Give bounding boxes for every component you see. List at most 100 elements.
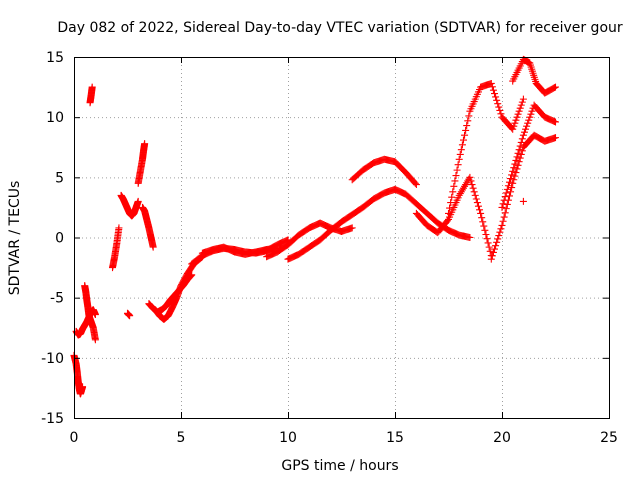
- data-point: [552, 134, 559, 142]
- data-point: [510, 164, 518, 172]
- data-point: [516, 142, 524, 150]
- data-point: [498, 203, 506, 211]
- y-axis-label: SDTVAR / TECUs: [7, 181, 23, 296]
- data-point: [466, 173, 474, 181]
- data-point: [449, 188, 457, 196]
- data-point: [493, 238, 501, 246]
- data-point: [504, 182, 512, 190]
- x-axis: 0 5 10 15 20 25: [70, 57, 618, 446]
- data-point: [497, 110, 505, 118]
- data-point: [485, 243, 493, 251]
- data-point: [493, 96, 501, 104]
- data-point: [518, 98, 526, 106]
- data-point: [469, 184, 477, 192]
- data-point: [552, 118, 559, 126]
- data-points: [70, 55, 559, 398]
- data-point: [88, 83, 96, 91]
- data-point: [489, 248, 497, 256]
- data-point: [514, 161, 522, 169]
- data-point: [520, 128, 528, 136]
- data-point: [502, 205, 510, 213]
- data-point: [456, 150, 464, 158]
- data-point: [348, 224, 356, 232]
- data-point: [458, 141, 466, 149]
- data-point: [514, 110, 522, 118]
- data-point: [453, 166, 461, 174]
- data-point: [91, 311, 99, 319]
- data-point: [492, 93, 500, 101]
- data-point: [522, 125, 530, 133]
- x-tick-label: 20: [493, 430, 511, 446]
- data-point: [510, 122, 518, 130]
- data-point: [149, 243, 157, 251]
- data-point: [515, 146, 523, 154]
- data-point: [495, 232, 503, 240]
- data-point: [443, 217, 451, 225]
- x-tick-label: 25: [600, 430, 618, 446]
- data-point: [473, 199, 481, 207]
- data-point: [486, 247, 494, 255]
- data-point: [483, 235, 491, 243]
- data-point: [454, 161, 462, 169]
- data-point: [471, 191, 479, 199]
- data-point: [513, 165, 521, 173]
- y-tick-label: 10: [46, 110, 64, 126]
- data-point: [518, 135, 526, 143]
- data-point: [498, 221, 506, 229]
- data-point: [511, 160, 519, 168]
- data-point: [494, 235, 502, 243]
- data-point: [516, 104, 524, 112]
- data-point: [477, 209, 485, 217]
- data-point: [527, 110, 535, 118]
- data-point: [509, 179, 517, 187]
- data-point: [488, 83, 496, 91]
- x-axis-label: GPS time / hours: [281, 458, 398, 474]
- data-point: [492, 242, 500, 250]
- data-point: [508, 171, 516, 179]
- data-point: [467, 177, 475, 185]
- data-point: [481, 226, 489, 234]
- data-point: [451, 177, 459, 185]
- data-point: [507, 175, 515, 183]
- data-point: [501, 209, 509, 217]
- data-point: [466, 234, 474, 241]
- data-point: [464, 117, 472, 125]
- data-point: [517, 138, 525, 146]
- data-point: [512, 116, 520, 124]
- data-point: [525, 116, 533, 124]
- data-point: [474, 202, 482, 210]
- data-point: [447, 199, 455, 207]
- data-point: [470, 188, 478, 196]
- data-point: [487, 255, 495, 263]
- data-point: [412, 181, 420, 189]
- data-point: [478, 214, 486, 222]
- data-point: [141, 140, 149, 148]
- data-point: [497, 225, 505, 233]
- data-point: [517, 101, 525, 109]
- y-tick-label: -15: [41, 411, 64, 427]
- data-point: [115, 224, 123, 232]
- data-point: [459, 136, 467, 144]
- data-point: [126, 312, 134, 320]
- data-point: [488, 252, 496, 260]
- data-point: [526, 113, 534, 121]
- data-point: [476, 206, 484, 214]
- data-point: [501, 193, 509, 201]
- data-point: [509, 167, 517, 175]
- data-point: [79, 383, 87, 391]
- data-point: [503, 200, 511, 208]
- data-point: [502, 189, 510, 197]
- data-point: [516, 154, 524, 162]
- data-point: [461, 131, 469, 139]
- data-point: [480, 222, 488, 230]
- data-point: [448, 193, 456, 201]
- data-point: [462, 126, 470, 134]
- data-point: [510, 176, 518, 184]
- y-tick-label: 0: [55, 231, 64, 247]
- data-point: [91, 336, 99, 344]
- data-point: [514, 149, 522, 157]
- data-point: [528, 107, 536, 115]
- data-point: [495, 103, 503, 111]
- data-point: [524, 119, 532, 127]
